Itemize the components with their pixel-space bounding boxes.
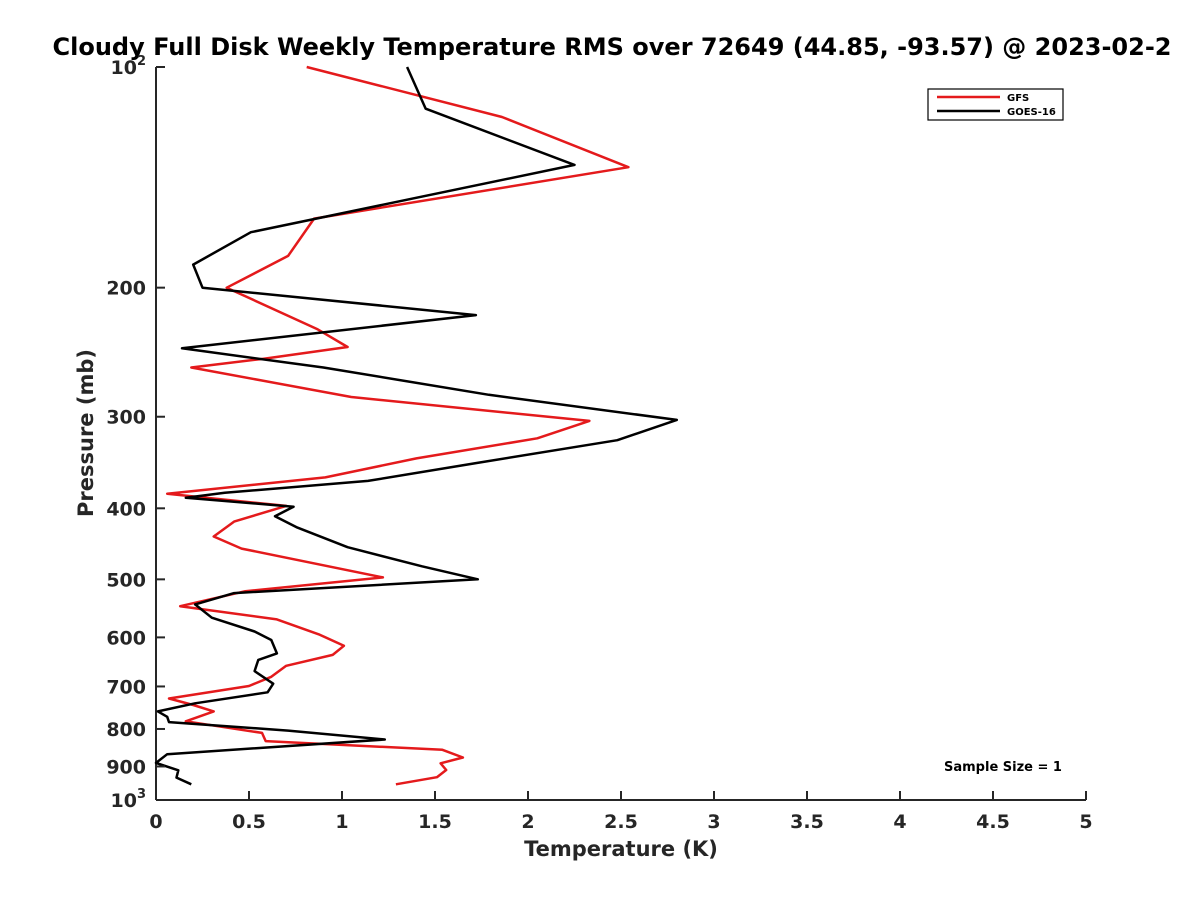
y-tick-label: 300 xyxy=(106,407,146,429)
x-tick-label: 2.5 xyxy=(604,811,638,833)
x-tick-label: 0 xyxy=(149,811,162,833)
legend-box xyxy=(927,88,1064,121)
x-tick-label: 5 xyxy=(1079,811,1092,833)
y-tick-label: 200 xyxy=(106,278,146,300)
y-tick-label: 800 xyxy=(106,719,146,741)
y-tick-label: 900 xyxy=(106,756,146,778)
x-tick-label: 2 xyxy=(521,811,534,833)
y-axis-label: Pressure (mb) xyxy=(74,349,98,517)
series-line-goes-16 xyxy=(154,66,679,786)
chart-title: Cloudy Full Disk Weekly Temperature RMS … xyxy=(53,33,1172,61)
x-tick-label: 4.5 xyxy=(976,811,1010,833)
y-tick-label: 400 xyxy=(106,498,146,520)
y-tick-label: 103 xyxy=(111,787,147,812)
y-tick-label: 600 xyxy=(106,627,146,649)
y-tick-label: 700 xyxy=(106,676,146,698)
y-tick-label: 500 xyxy=(106,569,146,591)
legend-label-gfs: GFS xyxy=(1007,93,1029,104)
legend: GFS GOES-16 xyxy=(927,88,1064,121)
series-lines xyxy=(154,65,679,786)
y-axis-ticks: 102 200 300 400 500 600 700 800 900 103 xyxy=(106,54,165,812)
x-tick-label: 3 xyxy=(707,811,720,833)
legend-label-goes16: GOES-16 xyxy=(1007,107,1056,118)
x-tick-label: 0.5 xyxy=(232,811,266,833)
y-tick-label: 102 xyxy=(111,54,147,79)
plot-area xyxy=(155,67,1086,801)
x-tick-label: 4 xyxy=(893,811,906,833)
x-tick-label: 3.5 xyxy=(790,811,824,833)
x-tick-label: 1 xyxy=(335,811,348,833)
x-axis-ticks: 0 0.5 1 1.5 2 2.5 3 3.5 4 4.5 5 xyxy=(149,791,1093,833)
sample-size-annotation: Sample Size = 1 xyxy=(944,760,1062,775)
x-axis-label: Temperature (K) xyxy=(524,837,718,861)
x-tick-label: 1.5 xyxy=(418,811,452,833)
series-line-gfs xyxy=(165,65,630,786)
